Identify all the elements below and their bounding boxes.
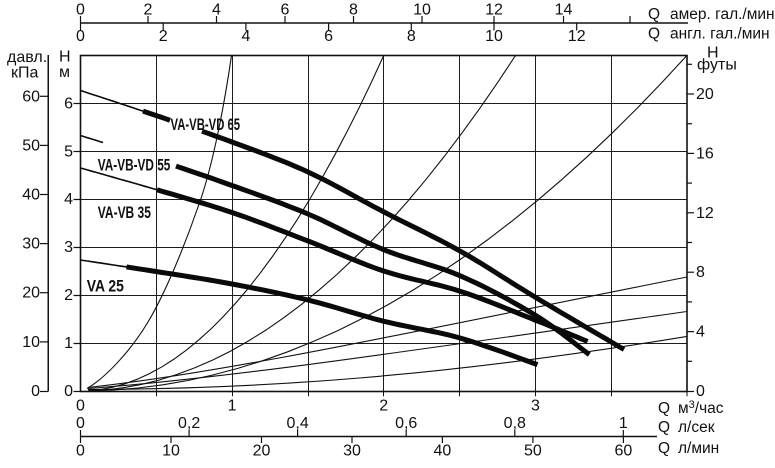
svg-text:0,6: 0,6 [395,415,417,432]
svg-text:2: 2 [144,2,153,19]
svg-text:1: 1 [619,415,628,432]
svg-text:20: 20 [22,285,40,302]
svg-text:1: 1 [64,335,73,352]
svg-text:0,4: 0,4 [286,415,308,432]
svg-text:2: 2 [159,28,168,45]
svg-text:2: 2 [379,398,388,415]
svg-text:8: 8 [696,264,705,281]
svg-text:Q: Q [658,419,670,436]
svg-text:VA-VB-VD 55: VA-VB-VD 55 [98,157,171,176]
svg-text:0: 0 [76,415,85,432]
svg-text:50: 50 [22,137,40,154]
svg-text:0: 0 [76,443,85,460]
svg-text:60: 60 [615,443,633,460]
svg-text:Q: Q [658,400,670,417]
svg-text:5: 5 [64,143,73,160]
svg-text:H: H [707,45,719,62]
svg-text:0: 0 [76,28,85,45]
svg-text:12: 12 [696,205,714,222]
svg-text:Q: Q [648,6,660,23]
svg-text:1: 1 [228,398,237,415]
svg-text:0: 0 [76,2,85,19]
svg-text:6: 6 [64,95,73,112]
svg-text:20: 20 [253,443,271,460]
svg-text:3: 3 [531,398,540,415]
svg-text:англ. гал./мин: англ. гал./мин [670,26,770,43]
svg-text:H: H [59,49,71,66]
svg-text:8: 8 [349,2,358,19]
svg-text:12: 12 [485,2,503,19]
svg-text:20: 20 [696,86,714,103]
svg-text:амер. гал./мин: амер. гал./мин [670,6,775,23]
svg-text:4: 4 [64,191,73,208]
svg-text:кПа: кПа [11,65,39,82]
svg-text:0,2: 0,2 [178,415,200,432]
svg-text:м3/час: м3/час [678,399,724,417]
svg-text:6: 6 [324,28,333,45]
svg-text:0: 0 [31,383,40,400]
svg-text:0: 0 [64,383,73,400]
svg-text:л/мин: л/мин [678,440,719,457]
svg-text:0,8: 0,8 [504,415,526,432]
svg-text:4: 4 [696,324,705,341]
svg-text:10: 10 [22,334,40,351]
svg-text:футы: футы [697,56,737,73]
svg-text:м: м [59,64,70,81]
svg-text:давл.: давл. [7,49,47,66]
svg-text:30: 30 [343,443,361,460]
svg-text:0: 0 [696,383,705,400]
svg-text:50: 50 [524,443,542,460]
svg-text:10: 10 [413,2,431,19]
svg-text:Q: Q [658,440,670,457]
svg-text:14: 14 [555,2,573,19]
svg-text:30: 30 [22,236,40,253]
svg-text:8: 8 [407,28,416,45]
svg-text:40: 40 [22,187,40,204]
svg-text:12: 12 [568,28,586,45]
svg-text:VA-VB-VD 65: VA-VB-VD 65 [171,116,241,135]
svg-text:6: 6 [281,2,290,19]
svg-text:40: 40 [434,443,452,460]
svg-text:4: 4 [212,2,221,19]
svg-text:60: 60 [22,88,40,105]
svg-text:VA-VB 35: VA-VB 35 [98,204,151,222]
svg-text:2: 2 [64,287,73,304]
svg-text:л/сек: л/сек [678,419,715,436]
svg-text:16: 16 [696,145,714,162]
svg-text:0: 0 [76,398,85,415]
svg-text:VA 25: VA 25 [87,277,124,296]
svg-text:Q: Q [648,26,660,43]
svg-text:3: 3 [64,239,73,256]
svg-text:4: 4 [241,28,250,45]
svg-text:10: 10 [485,28,503,45]
svg-text:10: 10 [162,443,180,460]
